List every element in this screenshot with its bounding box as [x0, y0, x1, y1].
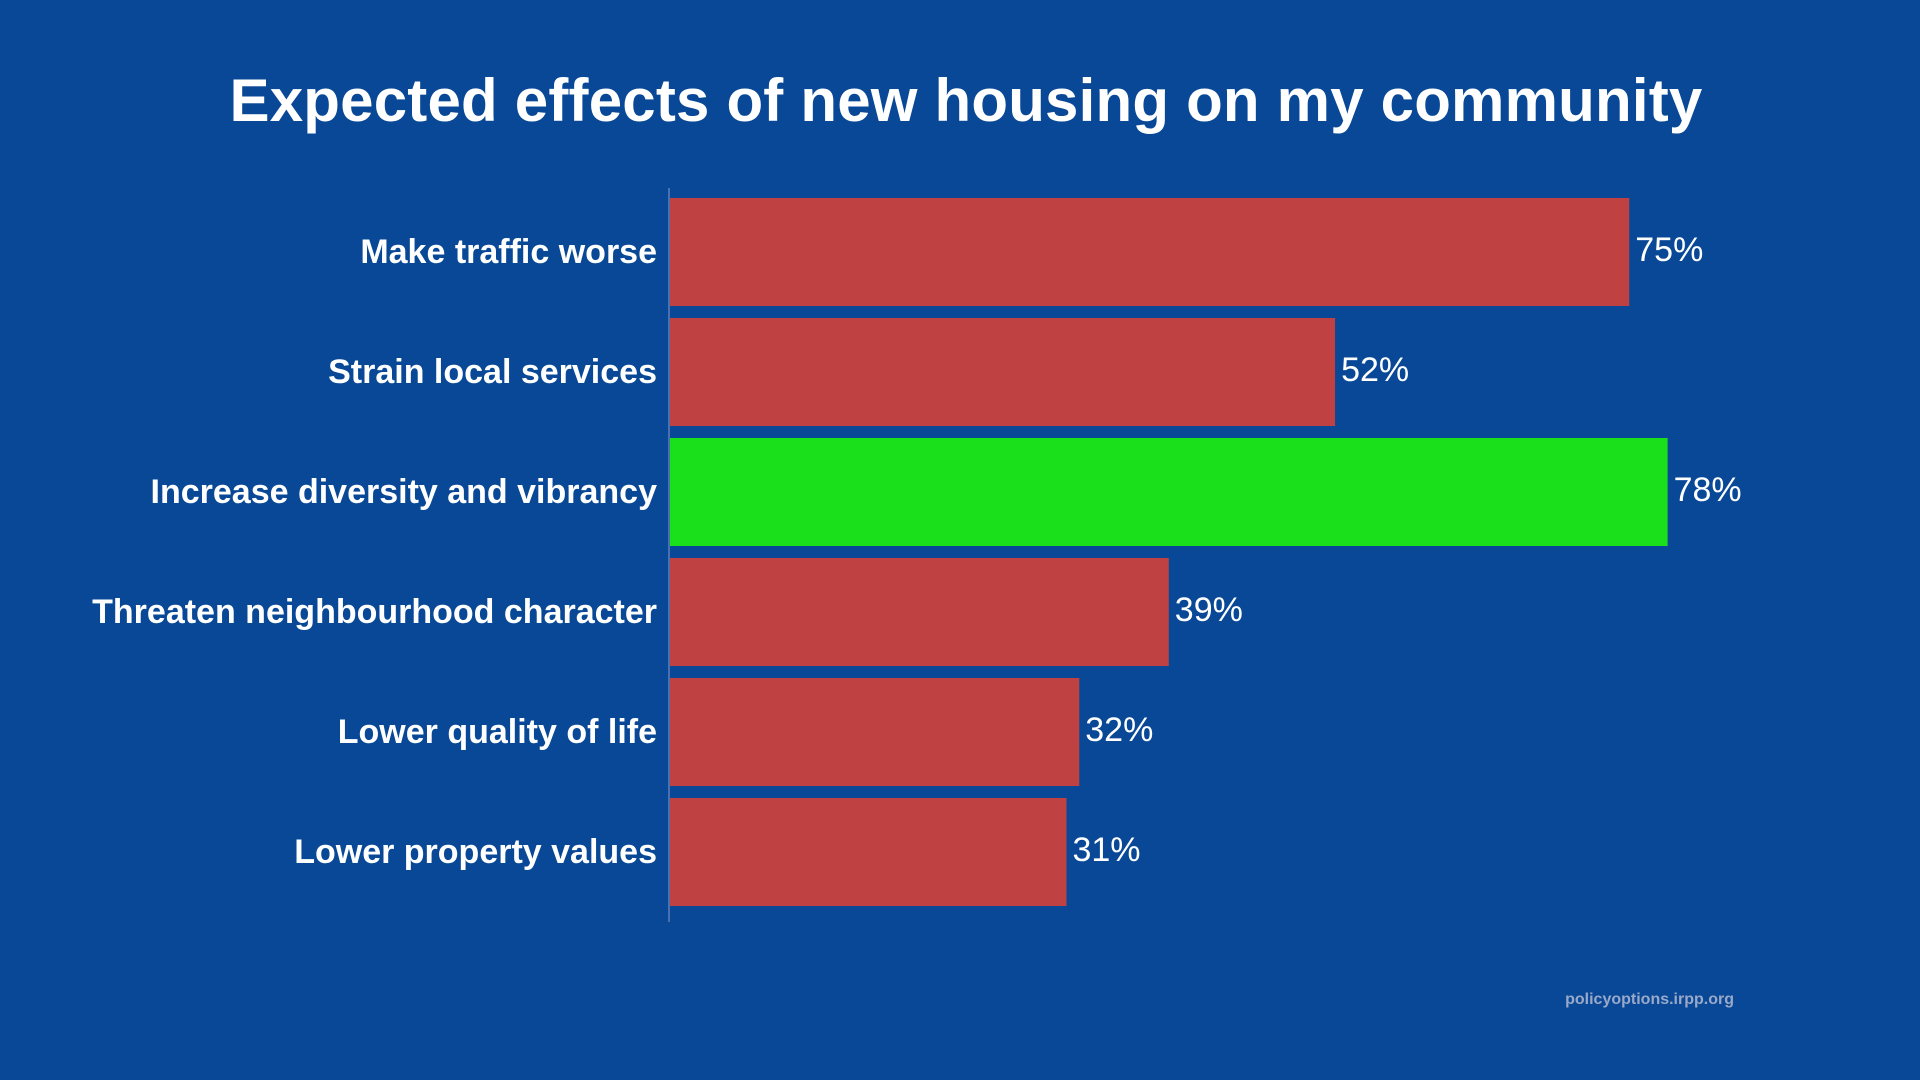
- category-label-2: Strain local services: [328, 353, 657, 391]
- bar-4: [670, 558, 1169, 666]
- value-label-6: 31%: [1072, 831, 1140, 869]
- category-label-6: Lower property values: [294, 833, 657, 871]
- bar-3: [670, 438, 1668, 546]
- value-label-3: 78%: [1674, 471, 1742, 509]
- bar-5: [670, 678, 1080, 786]
- value-label-2: 52%: [1341, 351, 1409, 389]
- category-label-3: Increase diversity and vibrancy: [151, 473, 658, 511]
- category-label-5: Lower quality of life: [338, 713, 657, 751]
- source-credit: policyoptions.irpp.org: [1565, 991, 1734, 1008]
- bar-1: [670, 198, 1630, 306]
- category-label-1: Make traffic worse: [360, 233, 657, 271]
- chart-title: Expected effects of new housing on my co…: [229, 67, 1703, 134]
- value-label-1: 75%: [1635, 231, 1703, 269]
- category-label-4: Threaten neighbourhood character: [92, 593, 657, 631]
- bar-2: [670, 318, 1336, 426]
- bar-6: [670, 798, 1067, 906]
- value-label-5: 32%: [1085, 711, 1153, 749]
- value-label-4: 39%: [1175, 591, 1243, 629]
